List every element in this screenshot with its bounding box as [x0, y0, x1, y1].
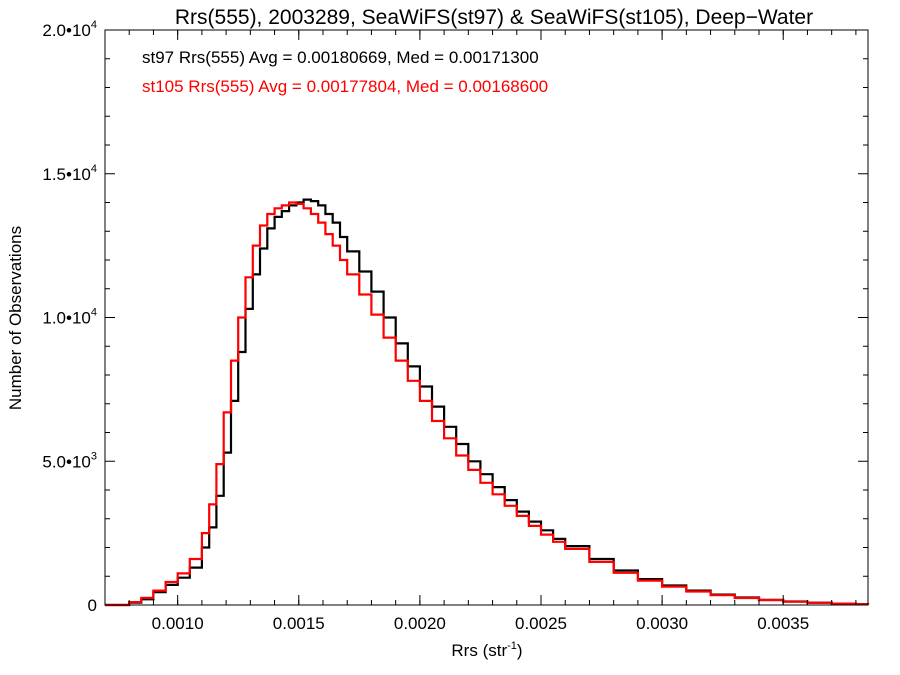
x-tick-label: 0.0035: [757, 614, 809, 633]
y-tick-label: 1.0•104: [42, 307, 97, 328]
legend-entry-st105: st105 Rrs(555) Avg = 0.00177804, Med = 0…: [142, 77, 548, 96]
x-tick-label: 0.0020: [394, 614, 446, 633]
y-tick-label: 0: [88, 596, 97, 615]
chart-title: Rrs(555), 2003289, SeaWiFS(st97) & SeaWi…: [175, 6, 813, 29]
x-tick-label: 0.0010: [152, 614, 204, 633]
series-st105-line: [105, 201, 870, 607]
x-axis-label-superscript: -1: [507, 640, 517, 652]
plot-frame: [104, 29, 869, 606]
series-st97-line: [105, 198, 870, 607]
x-tick-label: 0.0025: [515, 614, 567, 633]
x-axis-label-main: Rrs (str: [451, 641, 507, 660]
x-tick-label: 0.0030: [636, 614, 688, 633]
x-axis-label-end: ): [517, 641, 523, 660]
y-axis: 0 5.0•103 1.0•104 1.5•104 2.0•104: [42, 19, 868, 615]
y-tick-label: 5.0•103: [42, 450, 97, 471]
x-axis: 0.0010 0.0015 0.0020 0.0025 0.0030 0.0035: [104, 30, 857, 633]
legend-entry-st97: st97 Rrs(555) Avg = 0.00180669, Med = 0.…: [142, 48, 539, 67]
y-axis-label: Number of Observations: [6, 226, 25, 410]
plot-area: [105, 198, 870, 607]
y-tick-label: 1.5•104: [42, 163, 97, 184]
y-tick-label: 2.0•104: [42, 19, 97, 40]
x-axis-label: Rrs (str-1): [451, 640, 522, 660]
x-tick-label: 0.0015: [273, 614, 325, 633]
